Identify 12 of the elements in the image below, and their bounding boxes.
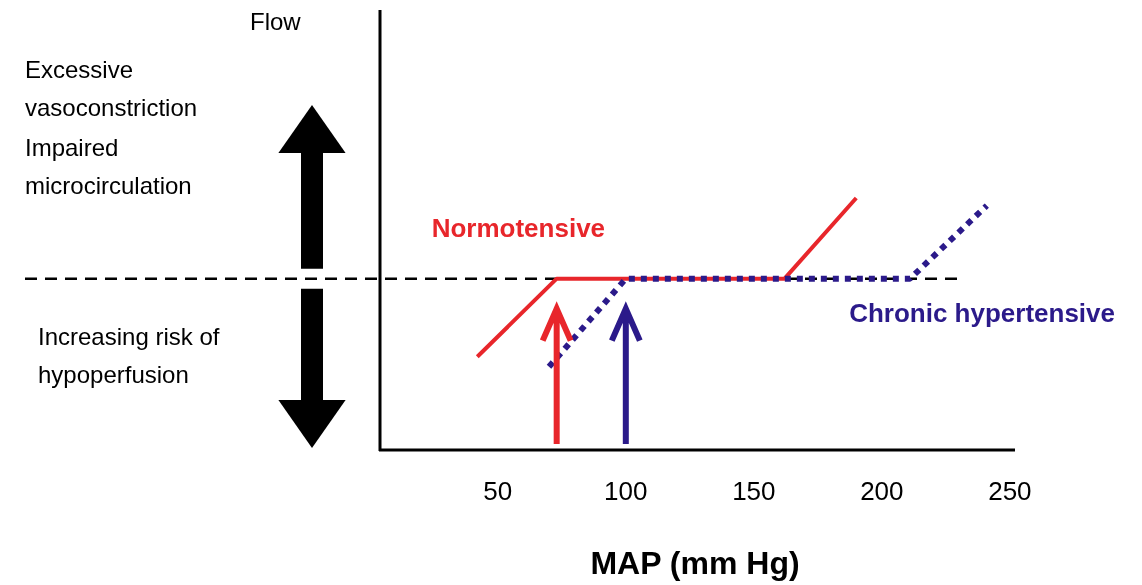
text: Excessive vasoconstriction (25, 56, 198, 121)
x-tick-label: 150 (732, 476, 776, 506)
x-tick-label: 250 (988, 476, 1032, 506)
series-label: Normotensive (431, 212, 606, 243)
text: Impaired microcirculation (25, 134, 192, 199)
x-tick-label: 100 (604, 476, 648, 506)
x-tick-label: 50 (483, 476, 513, 506)
text: Flow (250, 8, 302, 35)
text: Increasing risk of hypoperfusion (38, 323, 220, 388)
x-tick-label: 200 (860, 476, 904, 506)
series-label: Chronic hypertensive (849, 297, 1115, 328)
x-axis-title: MAP (mm Hg) (590, 545, 800, 581)
